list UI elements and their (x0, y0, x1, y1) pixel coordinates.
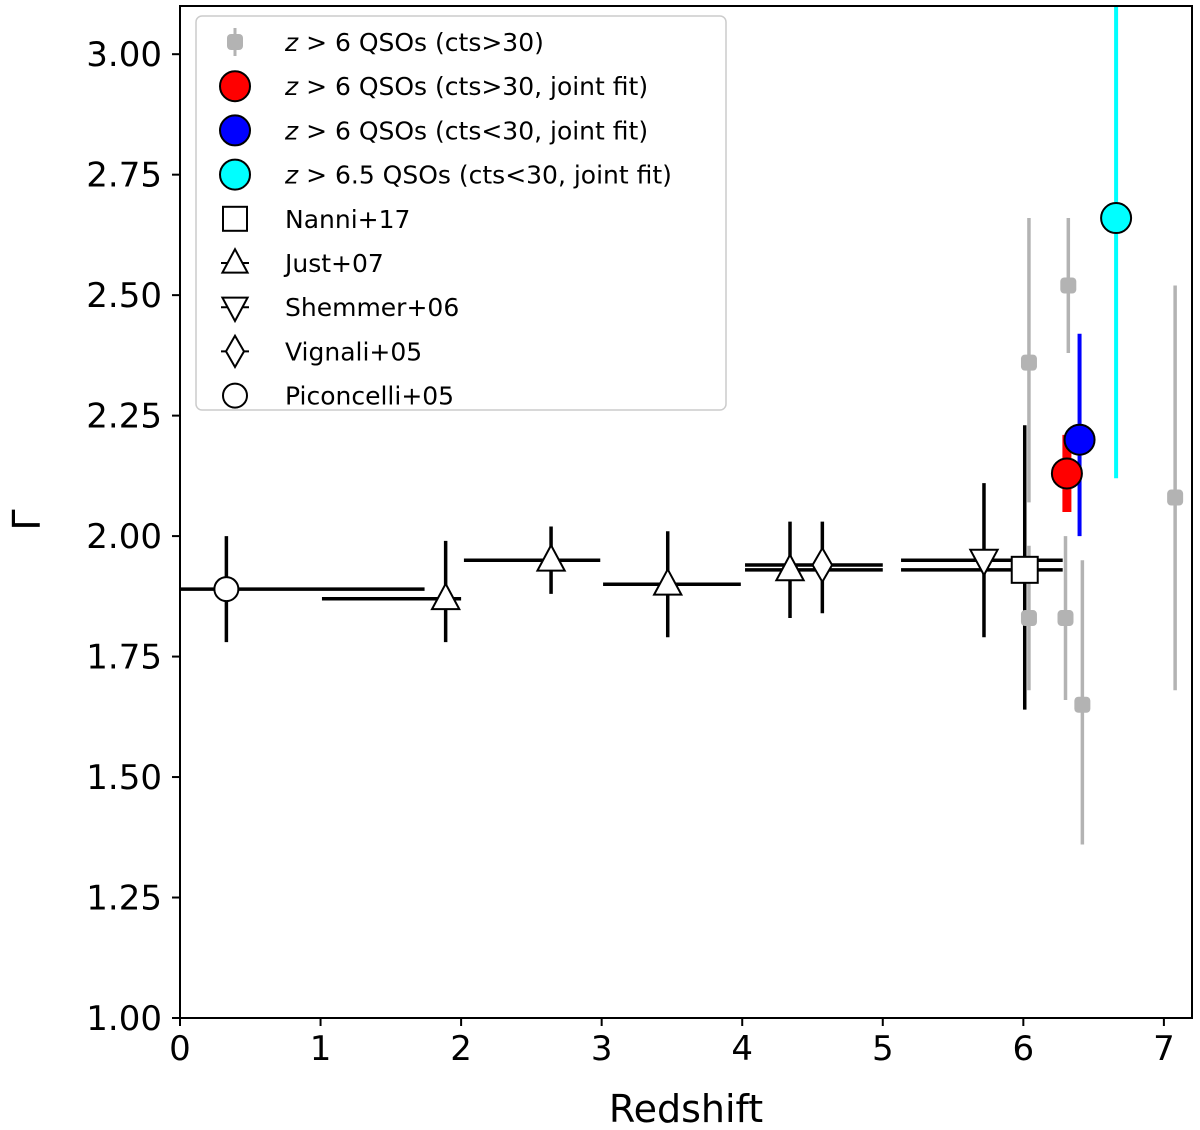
legend-marker (219, 158, 251, 191)
legend-label: Nanni+17 (285, 205, 410, 234)
legend-label: z > 6 QSOs (cts>30) (284, 28, 544, 57)
legend-label-text: > 6 QSOs (cts>30, joint fit) (298, 72, 648, 101)
legend-label: z > 6 QSOs (cts>30, joint fit) (284, 72, 648, 101)
data-point (1050, 457, 1083, 490)
x-tick-label: 6 (1013, 1029, 1035, 1069)
legend-label-text: > 6 QSOs (cts>30) (298, 28, 544, 57)
data-point (430, 581, 461, 611)
legend-marker (220, 247, 250, 274)
legend-label-text: Piconcelli+05 (285, 382, 454, 411)
x-tick-label: 7 (1153, 1029, 1175, 1069)
data-point (1057, 610, 1074, 627)
legend-label-italic: z (284, 161, 299, 190)
y-tick-label: 1.00 (86, 999, 162, 1039)
legend-label: Just+07 (283, 249, 384, 278)
legend-label: z > 6 QSOs (cts<30, joint fit) (284, 116, 648, 145)
data-point (652, 567, 684, 596)
data-point (774, 552, 806, 582)
data-point (1020, 610, 1037, 627)
legend-label-text: > 6.5 QSOs (cts<30, joint fit) (298, 161, 672, 190)
y-tick-label: 1.25 (86, 879, 162, 919)
data-point (811, 546, 834, 584)
y-tick-label: 3.00 (86, 35, 162, 75)
y-tick-label: 2.50 (86, 276, 162, 316)
legend-marker (222, 205, 248, 232)
x-tick-label: 4 (731, 1029, 753, 1069)
data-point (1010, 555, 1039, 584)
legend: z > 6 QSOs (cts>30)z > 6 QSOs (cts>30, j… (195, 15, 727, 411)
legend-marker (219, 70, 251, 103)
legend-label-text: Shemmer+06 (285, 293, 459, 322)
x-tick-label: 5 (872, 1029, 894, 1069)
y-tick-label: 1.50 (86, 758, 162, 798)
y-tick-label: 2.00 (86, 517, 162, 557)
legend-box (195, 15, 727, 411)
data-point (535, 543, 567, 572)
data-point (1020, 354, 1037, 371)
x-tick-label: 2 (450, 1029, 472, 1069)
legend-label-italic: z (284, 116, 299, 145)
x-tick-label: 3 (591, 1029, 613, 1069)
legend-label-text: Nanni+17 (285, 205, 410, 234)
ticks-layer: 0 1 2 3 4 5 6 7 1.00 1.25 1.50 1.75 2.00 2.25 2.50 2.75… (86, 35, 1174, 1069)
data-point (1167, 489, 1184, 506)
legend-marker (222, 382, 248, 409)
markers-layer (213, 202, 1184, 713)
y-tick-label: 2.25 (86, 397, 162, 437)
data-point (968, 548, 1000, 578)
legend-label: Vignali+05 (285, 337, 422, 366)
data-point (1063, 423, 1096, 456)
x-tick-label: 0 (169, 1029, 191, 1069)
legend-label: Piconcelli+05 (285, 382, 454, 411)
legend-label-italic: z (284, 72, 299, 101)
legend-label: z > 6.5 QSOs (cts<30, joint fit) (284, 161, 672, 190)
y-tick-label: 1.75 (86, 638, 162, 678)
legend-label-italic: z (284, 28, 299, 57)
data-point (1060, 277, 1077, 294)
plot-frame (179, 5, 1193, 1019)
data-point (1074, 696, 1091, 713)
legend-label: Shemmer+06 (285, 293, 459, 322)
legend-marker (219, 114, 251, 147)
legend-label-text: Vignali+05 (285, 337, 422, 366)
y-tick-label: 2.75 (86, 156, 162, 196)
x-tick-label: 1 (310, 1029, 332, 1069)
y-axis-title: Γ (5, 509, 49, 530)
legend-label-text: > 6 QSOs (cts<30, joint fit) (298, 116, 648, 145)
legend-marker (227, 34, 243, 50)
x-axis-title: Redshift (609, 1087, 763, 1130)
legend-marker (224, 333, 246, 370)
data-point (1100, 202, 1133, 235)
data-point (213, 576, 240, 603)
legend-label-text: Just+07 (283, 249, 384, 278)
legend-marker (220, 296, 250, 324)
